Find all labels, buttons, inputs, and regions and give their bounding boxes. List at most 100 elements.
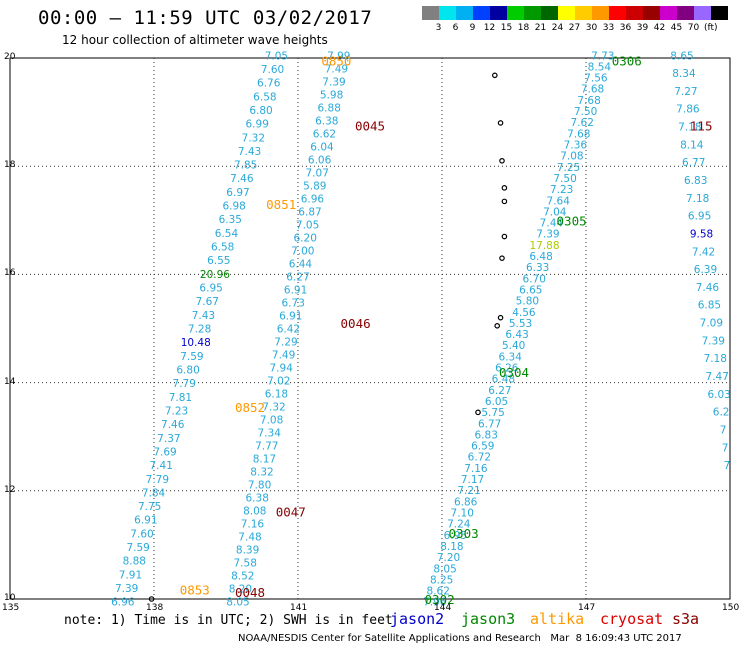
pass-time-label: 0302 [425,592,455,607]
island-marker [501,185,508,191]
swh-value: 6.72 [468,452,491,464]
colorbar-unit: (ft) [704,23,718,33]
swh-value: 5.40 [502,340,525,352]
pass-time-label: 0305 [557,213,587,228]
swh-value: 6.77 [478,418,501,430]
swh-value: 7.43 [238,146,261,158]
swh-value: 7.05 [296,219,319,231]
swh-value: 6.85 [698,300,721,312]
swh-value: 7.37 [157,433,180,445]
swh-value: 7.25 [557,162,580,174]
colorbar-swatch [507,6,524,20]
colorbar-label: 45 [670,23,683,33]
swh-value: 6.87 [298,206,321,218]
swh-value: 7.79 [173,378,196,390]
colorbar-label: 24 [551,23,564,33]
swh-value: 8.14 [680,139,704,151]
colorbar-label: 36 [619,23,632,33]
island-marker [497,120,504,126]
swh-value: 7.16 [464,463,488,475]
colorbar-swatch [694,6,711,20]
x-tick-label: 147 [578,603,596,613]
swh-value: 7.60 [130,528,153,540]
legend-entry-s3a: s3a [672,610,700,628]
swh-value: 7.50 [574,106,597,118]
swh-value: 7.84 [142,487,166,499]
x-tick-label: 138 [146,603,164,613]
swh-value: 8.17 [253,454,276,466]
swh-value: 7.18 [704,353,727,365]
colorbar-swatch [524,6,541,20]
pass-time-label: 0048 [235,585,265,600]
swh-value: 6.54 [215,228,239,240]
swh-value: 6.48 [492,374,515,386]
swh-value: 7.17 [461,474,484,486]
swh-value: 6.42 [277,324,300,336]
colorbar-label: 15 [500,23,513,33]
swh-value: 6.33 [526,262,549,274]
island-marker [148,596,155,602]
y-tick-label: 10 [4,593,16,603]
colorbar-label: 12 [483,23,496,33]
swh-value: 7.59 [126,542,149,554]
swh-value: 7.46 [696,282,720,294]
colorbar-swatch [643,6,660,20]
swh-value: 7.28 [188,324,211,336]
swh-value: 7.32 [262,402,285,414]
colorbar-swatch [558,6,575,20]
swh-value: 7.39 [536,229,559,241]
swh-value: 8.65 [670,50,693,62]
colorbar-swatch [660,6,677,20]
island-marker [499,157,505,164]
swh-value: 6.43 [505,329,528,341]
swh-value: 7.00 [291,245,314,257]
swh-value: 8.05 [433,563,456,575]
swh-value: 8.88 [123,556,146,568]
swh-value: 6.91 [284,284,307,296]
swh-value: 6.2 [713,407,730,419]
swh-value: 6.86 [454,496,478,508]
swh-value: 7.99 [327,50,350,62]
colorbar-swatch [626,6,643,20]
swh-value: 8.08 [243,506,266,518]
map-frame [9,57,731,600]
swh-value: 7.69 [153,446,176,458]
swh-value: 6.27 [286,271,309,283]
swh-value: 6.26 [495,363,519,375]
swh-value: 7.43 [192,310,215,322]
colorbar-label: 6 [452,23,459,33]
swh-value: 6.48 [529,251,552,263]
credit-line: NOAA/NESDIS Center for Satellite Applica… [238,633,682,644]
swh-value: 7.05 [265,50,288,62]
swh-value: 7.34 [258,428,282,440]
colorbar-label: 39 [636,23,649,33]
colorbar-label: 9 [469,23,476,33]
swh-value: 9.58 [690,228,713,240]
swh-value: 6.73 [282,297,305,309]
island-marker [497,314,504,321]
swh-value: 7.49 [325,63,348,75]
swh-value: 7.10 [451,507,474,519]
swh-value: 7.18 [678,122,701,134]
swh-value: 7.39 [115,583,138,595]
footnote: note: 1) Time is in UTC; 2) SWH is in fe… [64,613,393,628]
swh-value: 7.68 [581,84,604,96]
y-tick-label: 16 [4,268,16,279]
swh-value: 7.02 [267,376,290,388]
colorbar-label: 21 [534,23,547,33]
island-marker [501,233,508,240]
swh-value: 6.96 [301,193,325,205]
swh-value: 6.34 [499,351,523,363]
swh-value: 7.62 [571,117,594,129]
colorbar-swatch [422,6,439,20]
swh-value: 7.68 [577,95,600,107]
swh-value: 6.59 [471,441,494,453]
swh-value: 4.56 [512,307,536,319]
pass-time-label: 0046 [341,316,371,331]
swh-value: 6.88 [318,102,341,114]
swh-value: 6.04 [310,141,334,153]
swh-value: 5.80 [516,296,539,308]
legend-entry-jason2: jason2 [390,610,445,628]
swh-value: 6.91 [134,515,157,527]
pass-time-label: 0045 [355,119,385,134]
